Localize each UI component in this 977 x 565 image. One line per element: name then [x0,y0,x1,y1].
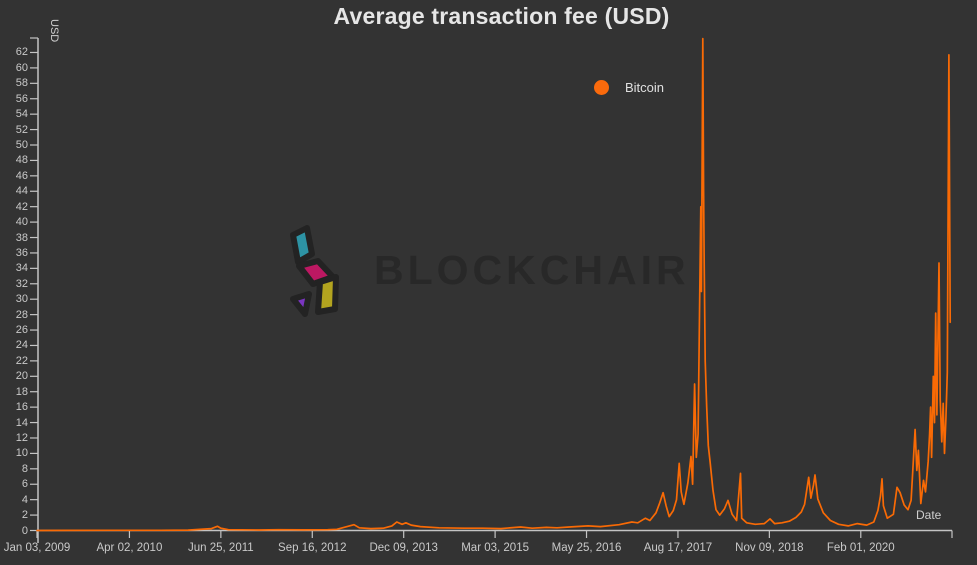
x-tick-label: Feb 01, 2020 [826,542,895,554]
y-tick-label: 14 [15,416,28,429]
legend-label: Bitcoin [625,80,665,95]
x-tick-label: Dec 09, 2013 [369,542,438,554]
y-tick-label: 2 [21,509,28,522]
y-tick-label: 22 [15,354,28,367]
y-tick-label: 18 [15,385,28,398]
y-tick-label: 52 [15,123,28,136]
x-tick-label: Sep 16, 2012 [278,542,347,554]
y-tick-label: 8 [21,462,28,475]
y-tick-label: 40 [15,216,28,229]
y-tick-label: 54 [15,108,28,121]
x-tick-label: Aug 17, 2017 [643,542,713,554]
chart-title: Average transaction fee (USD) [333,3,670,29]
y-tick-label: 20 [15,370,28,383]
y-tick-label: 62 [15,46,28,59]
x-tick-label: Nov 09, 2018 [735,542,804,554]
y-tick-label: 60 [15,61,28,74]
y-tick-label: 6 [21,478,28,491]
legend-item-bitcoin[interactable]: Bitcoin [594,80,664,95]
x-tick-label: Jan 03, 2009 [3,542,71,554]
x-tick-label: May 25, 2016 [551,542,622,554]
x-tick-label: Jun 25, 2011 [188,542,254,554]
x-tick-label: Mar 03, 2015 [461,542,529,554]
y-tick-label: 12 [15,431,28,444]
y-tick-label: 44 [15,185,28,198]
y-tick-label: 50 [15,139,28,151]
y-tick-label: 24 [15,339,28,352]
y-tick-label: 16 [15,401,28,414]
bitcoin-fee-line [36,37,952,532]
y-tick-label: 30 [15,293,28,306]
y-tick-label: 48 [15,154,28,167]
y-tick-label: 32 [15,277,28,290]
y-tick-label: 56 [15,92,28,105]
y-tick-label: 46 [15,169,28,182]
y-tick-label: 42 [15,200,28,213]
y-tick-label: 58 [15,77,28,90]
x-axis-title: Date [916,508,942,522]
legend-marker-icon [594,80,609,95]
y-tick-label: 10 [15,447,28,460]
y-tick-label: 34 [15,262,28,275]
y-tick-label: 0 [21,524,28,537]
y-tick-label: 26 [15,324,28,337]
x-tick-label: Apr 02, 2010 [96,542,163,554]
y-axis-title: USD [48,19,60,43]
y-tick-label: 38 [15,231,28,244]
y-tick-label: 36 [15,246,28,259]
y-tick-label: 28 [15,308,28,321]
y-tick-label: 4 [21,493,28,506]
